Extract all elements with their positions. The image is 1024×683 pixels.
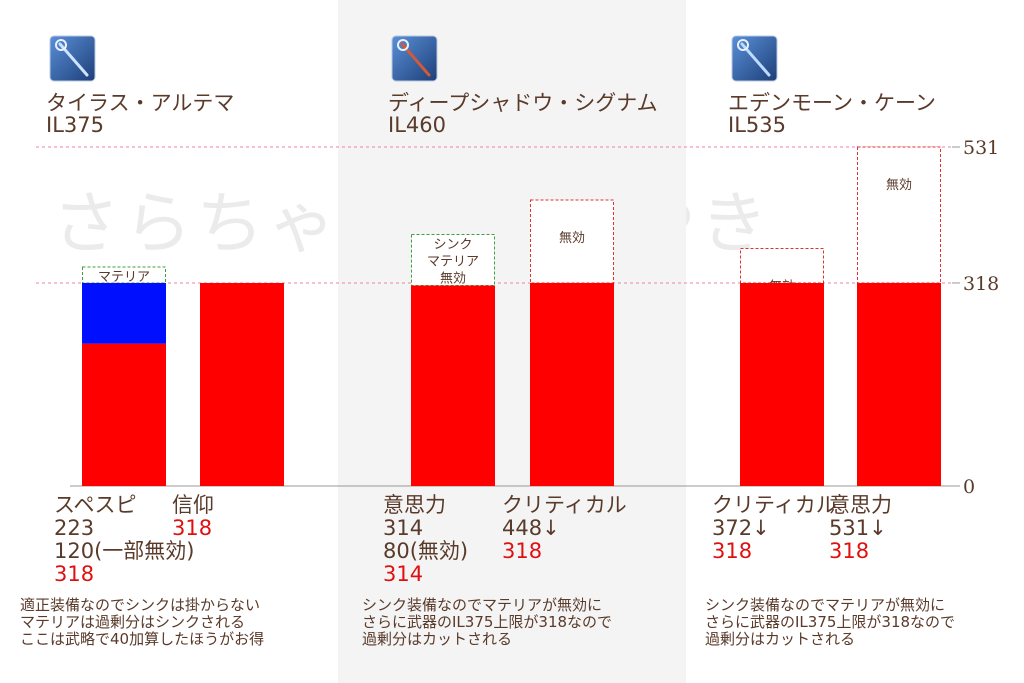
stat-result: 318: [712, 539, 753, 563]
weapon-item-level: IL535: [728, 113, 786, 137]
edenmorn-cane-staff-icon: [731, 35, 778, 82]
weapon-name: エデンモーン・ケーン: [728, 91, 936, 115]
tyrus-ultima-staff-icon: [49, 35, 96, 82]
stat-result: 318: [829, 539, 870, 563]
weapon-name: ディープシャドウ・シグナム: [388, 91, 658, 115]
invalid-label: マテリア: [427, 254, 479, 269]
y-tick-label: 318: [963, 273, 999, 295]
stat-value: 448↓: [502, 516, 560, 540]
stat-value: 372↓: [712, 516, 770, 540]
stat-value: 531↓: [829, 516, 887, 540]
stat-value: 120(一部無効): [54, 539, 195, 563]
explanation-note: シンク装備なのでマテリアが無効に さらに武器のIL375上限が318なので 過剰分は…: [705, 597, 955, 648]
weapon-header: エデンモーン・ケーン IL535: [728, 92, 936, 136]
explanation-note: 適正装備なのでシンクは掛からない マテリアは過剰分はシンクされる ここは武略で40加…: [20, 597, 264, 648]
bar-base: [82, 343, 166, 486]
bar-base: [200, 282, 284, 486]
weapon-header: タイラス・アルテマ IL375: [46, 92, 234, 136]
stat-label-block: 意思力 314 80(無効) 314: [383, 494, 468, 586]
stat-label-block: クリティカル 448↓ 318: [502, 494, 627, 563]
stat-name: クリティカル: [712, 493, 837, 517]
stat-name: クリティカル: [502, 493, 627, 517]
stat-result: 318: [54, 562, 95, 586]
bar-base: [857, 282, 941, 486]
note-line: 過剰分はカットされる: [705, 630, 856, 648]
deep-shadow-signum-staff-icon: [391, 35, 438, 82]
invalid-label: 無効: [559, 231, 585, 246]
weapon-name: タイラス・アルテマ: [46, 91, 235, 115]
stat-result: 318: [502, 539, 543, 563]
stat-label-block: スペスピ 223 120(一部無効) 318: [54, 494, 194, 586]
y-tick-label: 531: [963, 137, 999, 159]
stat-result: 314: [383, 562, 424, 586]
y-tick-label: 0: [963, 476, 975, 498]
explanation-note: シンク装備なのでマテリアが無効に さらに武器のIL375上限が318なので 過剰分は…: [362, 597, 612, 648]
bar-materia: [82, 282, 166, 344]
stat-name: 意思力: [383, 493, 446, 517]
bar-base: [530, 282, 614, 486]
bar-base: [740, 282, 824, 486]
stat-name: スペスピ: [54, 493, 137, 517]
note-line: シンク装備なのでマテリアが無効に: [705, 596, 946, 614]
note-line: シンク装備なのでマテリアが無効に: [362, 596, 603, 614]
note-line: マテリアは過剰分はシンクされる: [20, 613, 246, 631]
invalid-label: 無効: [886, 178, 912, 193]
stat-value: 80(無効): [383, 539, 469, 563]
stat-name: 意思力: [829, 493, 892, 517]
invalid-region: [857, 146, 941, 284]
invalid-label: マテリア: [98, 270, 150, 285]
stat-value: 223: [54, 516, 95, 540]
invalid-region: [740, 248, 824, 284]
note-line: さらに武器のIL375上限が318なので: [362, 613, 613, 631]
invalid-label: シンク: [433, 237, 472, 252]
note-line: 適正装備なのでシンクは掛からない: [20, 596, 261, 614]
weapon-header: ディープシャドウ・シグナム IL460: [388, 92, 658, 136]
stat-value: 314: [383, 516, 424, 540]
stat-result: 318: [172, 516, 213, 540]
invalid-region: [530, 199, 614, 284]
note-line: さらに武器のIL375上限が318なので: [705, 613, 956, 631]
stat-label-block: 意思力 531↓ 318: [829, 494, 892, 563]
invalid-region: [411, 233, 495, 287]
stat-label-block: 信仰 318: [172, 494, 214, 540]
middle-panel-bg: [338, 0, 686, 683]
weapon-item-level: IL375: [46, 113, 104, 137]
weapon-item-level: IL460: [388, 113, 446, 137]
note-line: 過剰分はカットされる: [362, 630, 513, 648]
stat-name: 信仰: [172, 493, 214, 517]
bar-base: [411, 285, 495, 486]
stat-label-block: クリティカル 372↓ 318: [712, 494, 837, 563]
invalid-label: 無効: [440, 271, 466, 286]
note-line: ここは武略で40加算したほうがお得: [20, 630, 265, 648]
